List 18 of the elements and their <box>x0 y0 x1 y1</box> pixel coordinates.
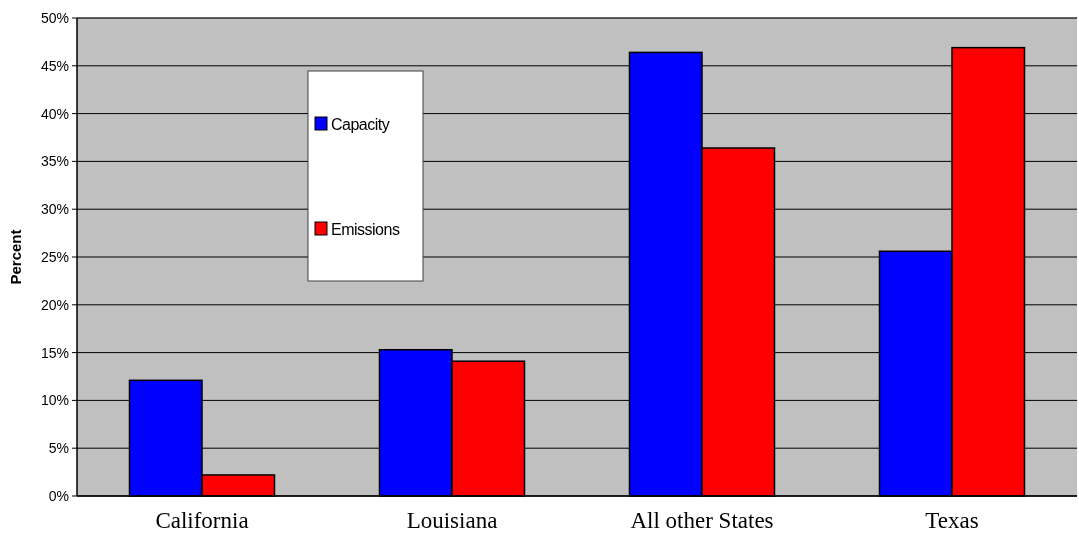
x-tick-label: California <box>155 508 249 533</box>
x-tick-label: All other States <box>630 508 774 533</box>
y-tick-label: 45% <box>40 57 69 74</box>
y-tick-label: 30% <box>40 201 69 218</box>
x-tick-label: Louisiana <box>406 508 498 533</box>
legend-label: Emissions <box>331 220 400 238</box>
y-tick-label: 35% <box>40 153 69 170</box>
y-tick-label: 25% <box>40 248 69 265</box>
y-tick-label: 40% <box>40 105 69 122</box>
y-tick-label: 15% <box>40 344 69 361</box>
y-tick-label: 5% <box>48 440 69 457</box>
x-tick-label: Texas <box>925 508 979 533</box>
y-tick-label: 0% <box>48 487 69 504</box>
legend-label: Capacity <box>331 115 390 133</box>
y-tick-label: 10% <box>40 392 69 409</box>
y-tick-label: 20% <box>40 296 69 313</box>
y-axis-title: Percent <box>7 229 24 285</box>
y-tick-label: 50% <box>40 9 69 26</box>
